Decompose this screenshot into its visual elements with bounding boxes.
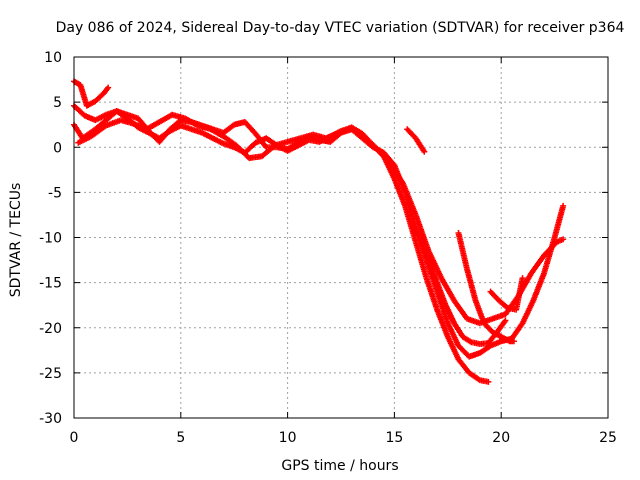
data-point <box>421 148 428 155</box>
y-tick-label: 10 <box>44 50 62 66</box>
tick-layer: 0 5 10 15 20 25 10 5 0 -5 -10 -15 -20 -25 -30 <box>39 50 617 446</box>
series-track-g <box>455 229 518 345</box>
y-tick-label: -15 <box>39 276 62 292</box>
data-point <box>560 202 567 209</box>
y-axis-title: SDTVAR / TECUs <box>8 183 24 298</box>
series-track-d <box>75 111 567 327</box>
data-point <box>105 84 112 91</box>
data-point <box>519 275 526 282</box>
grid-layer <box>74 57 608 418</box>
plot-frame <box>73 56 609 419</box>
x-tick-label: 15 <box>385 430 403 446</box>
series-track-f <box>404 126 428 155</box>
y-tick-label: -30 <box>39 411 62 427</box>
data-point <box>560 236 567 243</box>
data-points <box>71 78 567 385</box>
chart-title: Day 086 of 2024, Sidereal Day-to-day VTE… <box>56 20 625 36</box>
y-tick-label: -5 <box>48 185 62 201</box>
x-tick-label: 0 <box>70 430 79 446</box>
data-point <box>502 317 509 324</box>
x-tick-label: 5 <box>176 430 185 446</box>
y-tick-label: -10 <box>39 231 62 247</box>
y-tick-label: -25 <box>39 366 62 382</box>
x-tick-label: 20 <box>492 430 510 446</box>
series-track-h <box>487 275 526 313</box>
series-track-a <box>71 78 112 109</box>
y-tick-label: -20 <box>39 321 62 337</box>
data-point <box>485 378 492 385</box>
x-tick-label: 25 <box>599 430 617 446</box>
data-point <box>511 338 518 345</box>
series-track-b <box>71 108 567 360</box>
x-axis-title: GPS time / hours <box>281 458 398 474</box>
series-track-e <box>408 220 509 347</box>
y-tick-label: 5 <box>53 95 62 111</box>
y-tick-label: 0 <box>53 140 62 156</box>
x-tick-label: 10 <box>279 430 297 446</box>
